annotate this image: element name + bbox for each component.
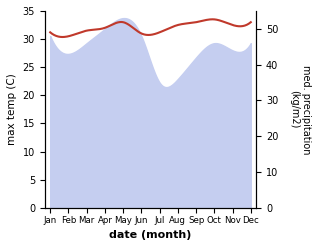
Y-axis label: max temp (C): max temp (C) (7, 74, 17, 145)
Y-axis label: med. precipitation
(kg/m2): med. precipitation (kg/m2) (289, 65, 311, 154)
X-axis label: date (month): date (month) (109, 230, 192, 240)
